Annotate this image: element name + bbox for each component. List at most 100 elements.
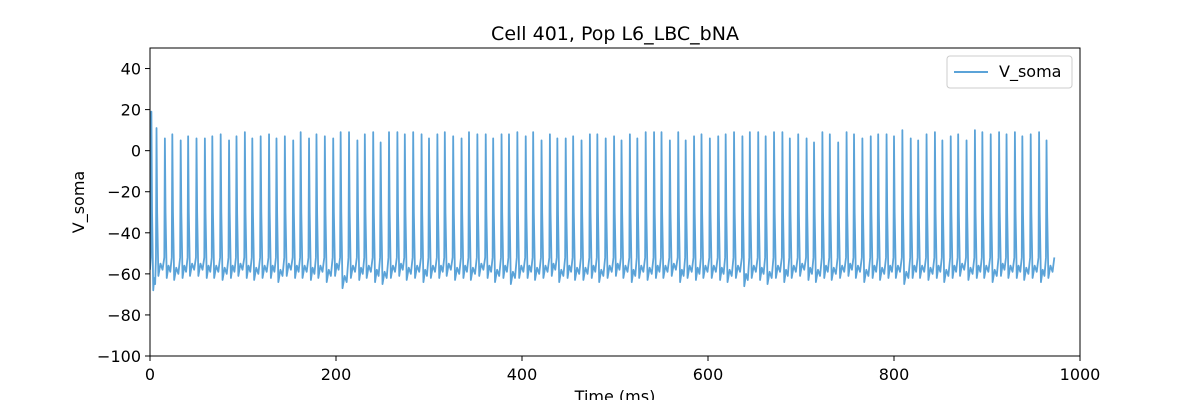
spike-peak-point bbox=[637, 138, 639, 140]
spike-peak-point bbox=[156, 127, 158, 129]
spike-peak-point bbox=[1022, 135, 1024, 137]
spike-peak-point bbox=[372, 131, 374, 133]
spike-peak-point bbox=[308, 138, 310, 140]
x-tick-label: 0 bbox=[145, 365, 155, 384]
spike-peak-point bbox=[974, 129, 976, 131]
spike-peak-point bbox=[421, 133, 423, 135]
y-tick-label: 0 bbox=[131, 142, 141, 161]
spike-peak-point bbox=[244, 131, 246, 133]
spike-peak-point bbox=[934, 131, 936, 133]
spike-peak-point bbox=[364, 133, 366, 135]
spike-peak-point bbox=[717, 135, 719, 137]
spike-peak-point bbox=[862, 138, 864, 140]
spike-peak-point bbox=[742, 135, 744, 137]
x-axis-label: Time (ms) bbox=[574, 387, 656, 400]
spike-peak-point bbox=[1062, 0, 1064, 1]
spike-peak-point bbox=[669, 140, 671, 142]
spike-peak-point bbox=[645, 131, 647, 133]
spike-peak-point bbox=[629, 133, 631, 135]
spike-peak-point bbox=[581, 140, 583, 142]
spike-peak-point bbox=[204, 138, 206, 140]
spike-peak-point bbox=[276, 138, 278, 140]
spike-peak-point bbox=[437, 133, 439, 135]
spike-peak-point bbox=[508, 133, 510, 135]
legend-label-v-soma: V_soma bbox=[999, 62, 1061, 82]
spike-peak-point bbox=[532, 131, 534, 133]
spike-peak-point bbox=[822, 131, 824, 133]
x-axis: 0 200 400 600 800 1000 bbox=[145, 356, 1100, 384]
spike-peak-point bbox=[501, 133, 503, 135]
spike-peak-point bbox=[212, 135, 214, 137]
spike-peak-point bbox=[172, 133, 174, 135]
spike-peak-point bbox=[268, 133, 270, 135]
spike-peak-point bbox=[853, 133, 855, 135]
spike-peak-point bbox=[292, 140, 294, 142]
spike-peak-point bbox=[180, 140, 182, 142]
x-tick-label: 600 bbox=[693, 365, 724, 384]
spike-peak-point bbox=[1046, 140, 1048, 142]
spike-peak-point bbox=[468, 131, 470, 133]
spike-peak-point bbox=[549, 133, 551, 135]
spike-peak-point bbox=[886, 133, 888, 135]
y-tick-label: −80 bbox=[107, 306, 141, 325]
y-tick-label: −100 bbox=[97, 347, 141, 366]
spike-peak-point bbox=[893, 135, 895, 137]
spike-peak-point bbox=[492, 138, 494, 140]
spike-peak-point bbox=[693, 135, 695, 137]
y-tick-label: −20 bbox=[107, 183, 141, 202]
spike-peak-point bbox=[196, 138, 198, 140]
spike-peak-point bbox=[428, 138, 430, 140]
spike-peak-point bbox=[837, 142, 839, 144]
spike-peak-point bbox=[236, 135, 238, 137]
spike-peak-point bbox=[677, 131, 679, 133]
spike-peak-point bbox=[725, 133, 727, 135]
spike-peak-point bbox=[813, 142, 815, 144]
y-tick-label: 40 bbox=[121, 60, 141, 79]
spike-peak-point bbox=[525, 135, 527, 137]
spike-peak-point bbox=[517, 131, 519, 133]
x-tick-label: 200 bbox=[321, 365, 352, 384]
spike-peak-point bbox=[733, 131, 735, 133]
spike-peak-point bbox=[252, 138, 254, 140]
spike-peak-point bbox=[998, 131, 1000, 133]
spike-peak-point bbox=[653, 131, 655, 133]
spike-peak-point bbox=[316, 133, 318, 135]
spike-peak-point bbox=[950, 135, 952, 137]
spike-peak-point bbox=[1030, 133, 1032, 135]
spike-peak-point bbox=[461, 138, 463, 140]
legend-box bbox=[946, 55, 1073, 89]
y-axis: −100 −80 −60 −40 −20 0 20 40 bbox=[97, 60, 150, 366]
spike-peak-point bbox=[806, 138, 808, 140]
spike-peak-point bbox=[1054, 0, 1056, 1]
plot-area-frame bbox=[149, 47, 1081, 357]
y-tick-label: −60 bbox=[107, 265, 141, 284]
spike-peak-point bbox=[357, 140, 359, 142]
spike-peak-point bbox=[348, 131, 350, 133]
spike-peak-point bbox=[917, 140, 919, 142]
series-line-v-soma bbox=[150, 110, 1056, 292]
spike-peak-point bbox=[877, 133, 879, 135]
spike-peak-point bbox=[829, 133, 831, 135]
x-tick-label: 800 bbox=[879, 365, 910, 384]
spike-peak-point bbox=[164, 138, 166, 140]
x-tick-label: 400 bbox=[507, 365, 538, 384]
spike-peak-point bbox=[757, 131, 759, 133]
spike-peak-point bbox=[797, 133, 799, 135]
spike-peak-point bbox=[589, 133, 591, 135]
spike-peak-point bbox=[477, 133, 479, 135]
spike-peak-point bbox=[605, 138, 607, 140]
spike-peak-point bbox=[557, 138, 559, 140]
spike-peak-point bbox=[220, 133, 222, 135]
spike-peak-point bbox=[284, 135, 286, 137]
chart-title: Cell 401, Pop L6_LBC_bNA bbox=[491, 23, 739, 45]
spike-peak-point bbox=[1070, 0, 1072, 1]
spike-peak-point bbox=[1006, 133, 1008, 135]
y-tick-label: −40 bbox=[107, 224, 141, 243]
trace-layer bbox=[150, 0, 1072, 292]
spike-peak-point bbox=[990, 133, 992, 135]
spike-peak-point bbox=[661, 131, 663, 133]
spike-peak-point bbox=[485, 133, 487, 135]
x-tick-label: 1000 bbox=[1060, 365, 1101, 384]
spike-peak-point bbox=[404, 133, 406, 135]
